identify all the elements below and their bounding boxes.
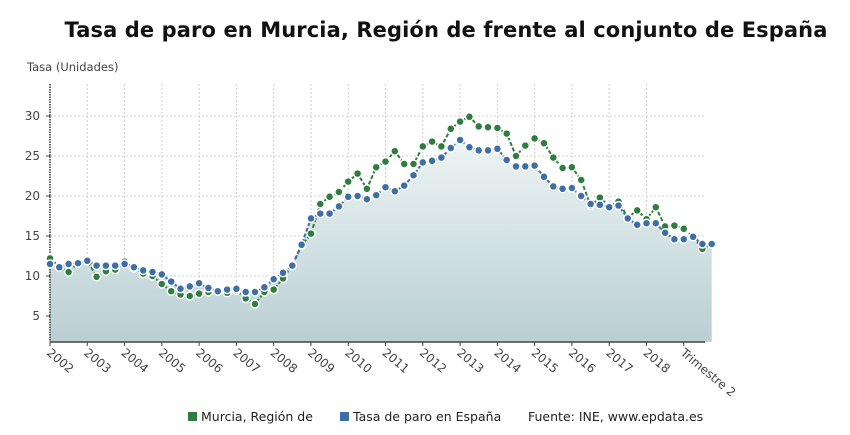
svg-text:2003: 2003 [81,346,113,376]
source-note: Fuente: INE, www.epdata.es [528,409,704,424]
svg-text:20: 20 [25,189,40,203]
espana-area-fill [50,140,712,342]
svg-text:2017: 2017 [603,346,635,376]
svg-text:2014: 2014 [491,346,523,376]
legend-swatch-green-icon [188,412,197,421]
y-axis-title: Tasa (Unidades) [27,60,119,74]
svg-text:2016: 2016 [566,346,598,376]
svg-text:2018: 2018 [641,346,673,376]
svg-text:2002: 2002 [44,346,76,376]
svg-text:2006: 2006 [193,346,225,376]
legend-item-espana[interactable]: Tasa de paro en España [340,409,501,424]
svg-text:10: 10 [25,269,40,283]
svg-text:2012: 2012 [417,346,449,376]
x-axis-ticks: 2002 2003 2004 2005 2006 2007 2008 2009 2010 2011… [44,342,738,400]
legend-label-murcia: Murcia, Región de [201,409,313,424]
svg-text:2013: 2013 [454,346,486,376]
svg-text:Trimestre 2: Trimestre 2 [677,345,738,400]
line-chart: 5 10 15 20 25 30 2002 2003 2004 2005 2006 2007 2008… [25,84,738,400]
svg-text:2007: 2007 [230,346,262,376]
svg-text:2010: 2010 [342,346,374,376]
legend-label-espana: Tasa de paro en España [353,409,502,424]
svg-text:2004: 2004 [119,346,151,376]
y-axis-ticks: 5 10 15 20 25 30 [25,109,50,323]
svg-text:25: 25 [25,149,40,163]
legend-item-murcia[interactable]: Murcia, Región de [188,409,313,424]
chart-title: Tasa de paro en Murcia, Región de frente… [64,18,828,42]
svg-text:2011: 2011 [380,346,412,376]
svg-text:2009: 2009 [305,346,337,376]
svg-text:30: 30 [25,109,40,123]
svg-text:5: 5 [32,309,40,323]
svg-text:2015: 2015 [529,346,561,376]
svg-text:2005: 2005 [156,346,188,376]
series-espana [45,135,717,297]
svg-text:2008: 2008 [268,346,300,376]
legend-swatch-blue-icon [340,412,349,421]
svg-text:15: 15 [25,229,40,243]
